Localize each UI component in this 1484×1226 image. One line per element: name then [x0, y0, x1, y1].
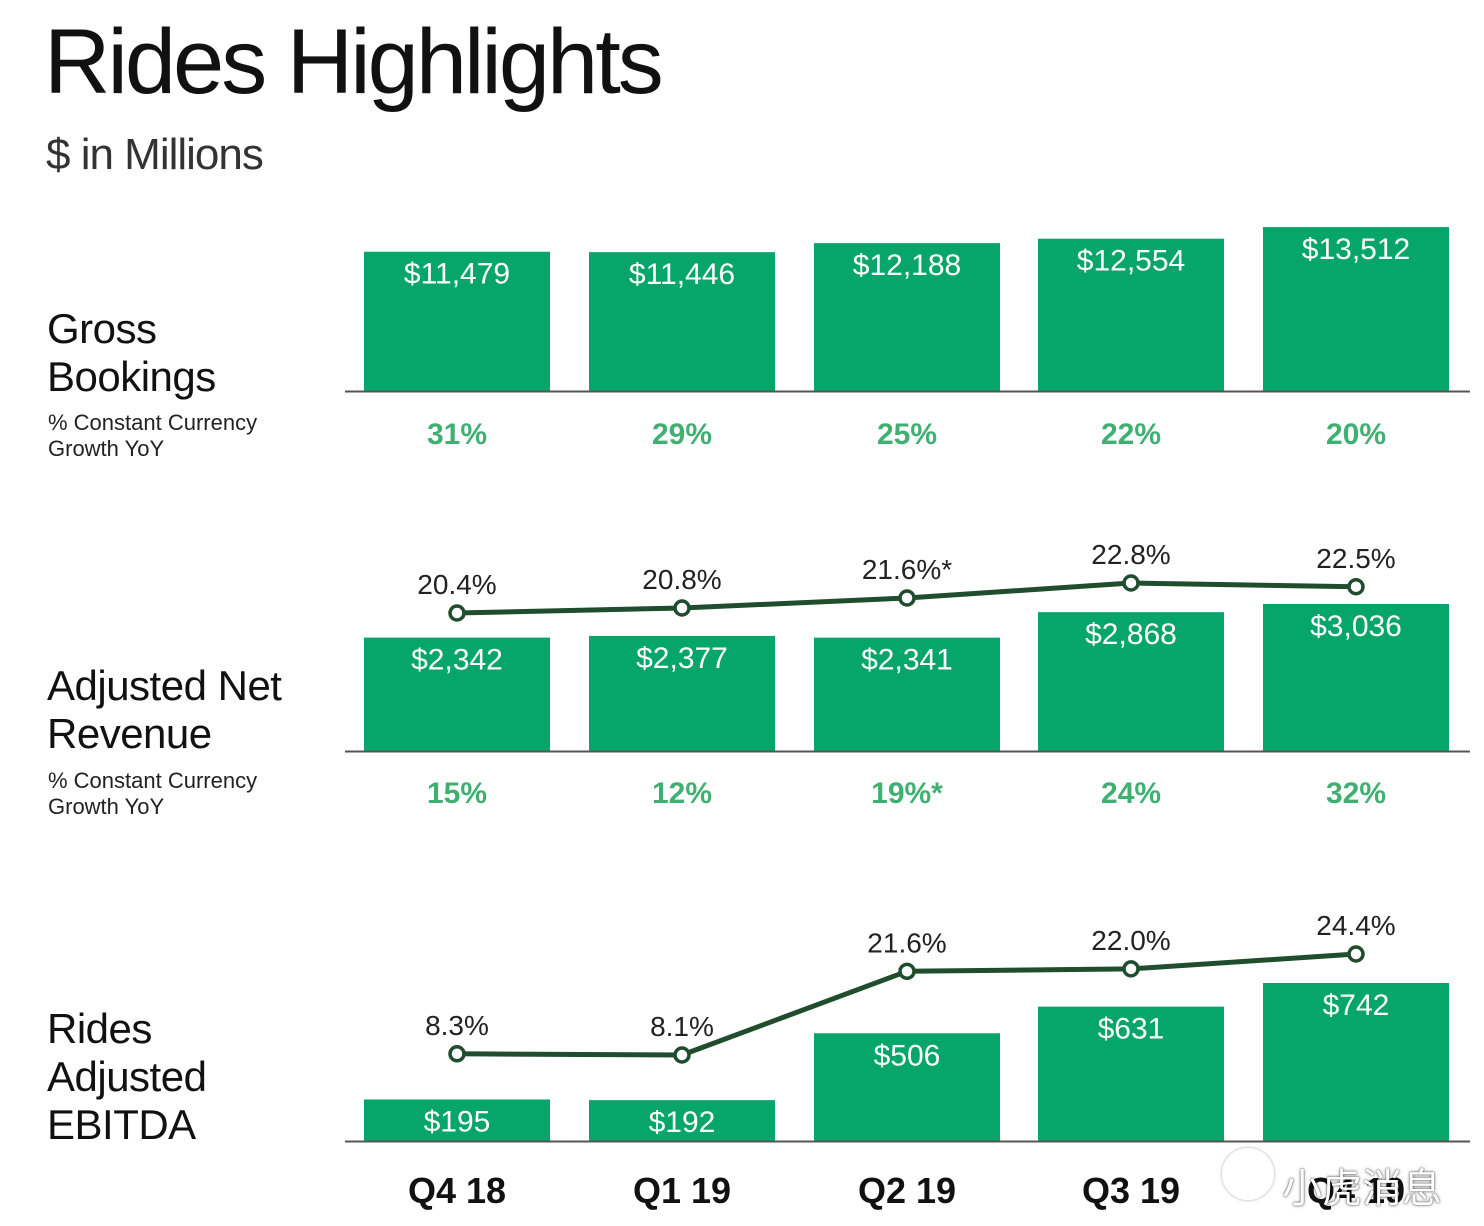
rides-adjusted-ebitda-margin-label-0: 8.3% — [425, 1010, 489, 1041]
adjusted-net-revenue-growth-0: 15% — [427, 777, 487, 810]
rides-adjusted-ebitda-margin-point-3 — [1122, 960, 1140, 978]
rides-adjusted-ebitda-margin-label-1: 8.1% — [650, 1011, 714, 1042]
gross-bookings-growth-2: 25% — [877, 418, 937, 451]
rides-adjusted-ebitda-bar-label-4: $742 — [1323, 989, 1390, 1022]
rides-adjusted-ebitda-bar-4 — [1263, 983, 1449, 1141]
rides-adjusted-ebitda-title-line-3: EBITDA — [47, 1100, 196, 1148]
rides-adjusted-ebitda-bar-label-3: $631 — [1098, 1013, 1165, 1046]
rides-adjusted-ebitda-margin-label-3: 22.0% — [1091, 925, 1170, 956]
page-title: Rides Highlights — [44, 11, 664, 113]
adjusted-net-revenue-title-line-1: Adjusted Net — [47, 662, 282, 709]
adjusted-net-revenue-margin-point-3 — [1122, 574, 1140, 592]
rides-adjusted-ebitda-bar-1 — [589, 1100, 775, 1141]
gross-bookings-growth-label: % Constant Currency Growth YoY — [48, 410, 257, 461]
gross-bookings-bar-4 — [1263, 227, 1449, 391]
gross-bookings-growth-0: 31% — [427, 418, 487, 451]
gross-bookings-bar-2 — [814, 243, 1000, 391]
adjusted-net-revenue-margin-point-1 — [673, 599, 691, 617]
rides-adjusted-ebitda-bar-2 — [814, 1033, 1000, 1141]
adjusted-net-revenue-bar-1 — [589, 635, 775, 751]
gross-bookings-title: Gross Bookings — [47, 305, 216, 401]
adjusted-net-revenue-title-line-2: Revenue — [47, 709, 212, 757]
x-tick-label-2: Q2 19 — [858, 1170, 956, 1211]
adjusted-net-revenue-margin-label-1: 20.8% — [642, 564, 721, 595]
adjusted-net-revenue-bar-0 — [364, 637, 550, 751]
adjusted-net-revenue-growth-1: 12% — [652, 777, 712, 810]
adjusted-net-revenue-margin-label-4: 22.5% — [1316, 543, 1395, 574]
adjusted-net-revenue-margin-label-0: 20.4% — [417, 569, 496, 600]
adjusted-net-revenue-bar-label-1: $2,377 — [636, 642, 728, 675]
gross-bookings-growth-1: 29% — [652, 418, 712, 451]
rides-adjusted-ebitda-margin-point-0 — [448, 1045, 466, 1063]
gross-bookings-title-line-2: Bookings — [47, 352, 216, 400]
x-tick-label-0: Q4 18 — [408, 1170, 506, 1211]
adjusted-net-revenue-bar-2 — [814, 637, 1000, 751]
adjusted-net-revenue-growth-2: 19%* — [871, 777, 943, 810]
adjusted-net-revenue-margin-point-2 — [898, 589, 916, 607]
adjusted-net-revenue-bar-label-3: $2,868 — [1085, 618, 1177, 651]
rides-adjusted-ebitda-title: Rides Adjusted EBITDA — [47, 1005, 207, 1149]
adjusted-net-revenue-margin-point-4 — [1347, 578, 1365, 596]
adjusted-net-revenue-title: Adjusted Net Revenue — [47, 662, 282, 758]
gross-bookings-bar-1 — [589, 252, 775, 391]
rides-adjusted-ebitda-title-line-1: Rides — [47, 1005, 152, 1052]
gross-bookings-growth-label-line-1: % Constant Currency — [48, 410, 258, 435]
watermark-text: 小虎消息 — [1282, 1166, 1442, 1212]
gross-bookings-bar-label-0: $11,479 — [404, 258, 510, 291]
adjusted-net-revenue-growth-4: 32% — [1326, 777, 1386, 810]
gross-bookings-growth-4: 20% — [1326, 418, 1386, 451]
gross-bookings-growth-label-line-2: Growth YoY — [48, 435, 165, 461]
adjusted-net-revenue-growth-label: % Constant Currency Growth YoY — [48, 768, 257, 819]
x-tick-label-3: Q3 19 — [1082, 1170, 1180, 1211]
gross-bookings-growth-3: 22% — [1101, 418, 1161, 451]
watermark-logo-icon — [1222, 1148, 1274, 1200]
rides-adjusted-ebitda-bar-label-1: $192 — [649, 1106, 716, 1139]
x-tick-label-4: Q4 19 — [1307, 1170, 1405, 1211]
rides-adjusted-ebitda-margin-point-2 — [898, 962, 916, 981]
rides-adjusted-ebitda-margin-label-4: 24.4% — [1316, 910, 1395, 941]
gross-bookings-bar-0 — [364, 251, 550, 391]
adjusted-net-revenue-growth-3: 24% — [1101, 777, 1161, 810]
adjusted-net-revenue-bar-label-4: $3,036 — [1310, 610, 1402, 643]
gross-bookings-title-line-1: Gross — [47, 305, 157, 352]
adjusted-net-revenue-margin-label-3: 22.8% — [1091, 539, 1170, 570]
rides-adjusted-ebitda-margin-point-1 — [673, 1046, 691, 1064]
rides-adjusted-ebitda-bar-3 — [1038, 1006, 1224, 1141]
watermark: 小虎消息 — [1222, 1142, 1482, 1222]
gross-bookings-bar-label-2: $12,188 — [853, 249, 961, 282]
adjusted-net-revenue-bar-3 — [1038, 612, 1224, 751]
gross-bookings-bar-label-4: $13,512 — [1302, 233, 1410, 266]
adjusted-net-revenue-bar-label-2: $2,341 — [861, 644, 953, 677]
adjusted-net-revenue-growth-label-line-2: Growth YoY — [48, 793, 165, 819]
adjusted-net-revenue-bar-4 — [1263, 604, 1449, 751]
adjusted-net-revenue-bar-label-0: $2,342 — [411, 644, 503, 677]
adjusted-net-revenue-margin-point-0 — [448, 604, 466, 622]
gross-bookings-bar-3 — [1038, 238, 1224, 391]
adjusted-net-revenue-margin-label-2: 21.6%* — [862, 554, 952, 585]
adjusted-net-revenue-growth-label-line-1: % Constant Currency — [48, 768, 258, 793]
rides-adjusted-ebitda-bar-label-0: $195 — [424, 1105, 491, 1138]
gross-bookings-bar-label-1: $11,446 — [629, 258, 735, 291]
gross-bookings-bar-label-3: $12,554 — [1077, 245, 1185, 278]
x-tick-label-1: Q1 19 — [633, 1170, 731, 1211]
rides-adjusted-ebitda-margin-label-2: 21.6% — [867, 927, 946, 958]
rides-adjusted-ebitda-title-line-2: Adjusted — [47, 1052, 207, 1100]
rides-adjusted-ebitda-bar-0 — [364, 1099, 550, 1141]
rides-adjusted-ebitda-margin-point-4 — [1347, 945, 1365, 963]
rides-adjusted-ebitda-bar-label-2: $506 — [874, 1039, 941, 1072]
page-subtitle: $ in Millions — [46, 130, 264, 179]
